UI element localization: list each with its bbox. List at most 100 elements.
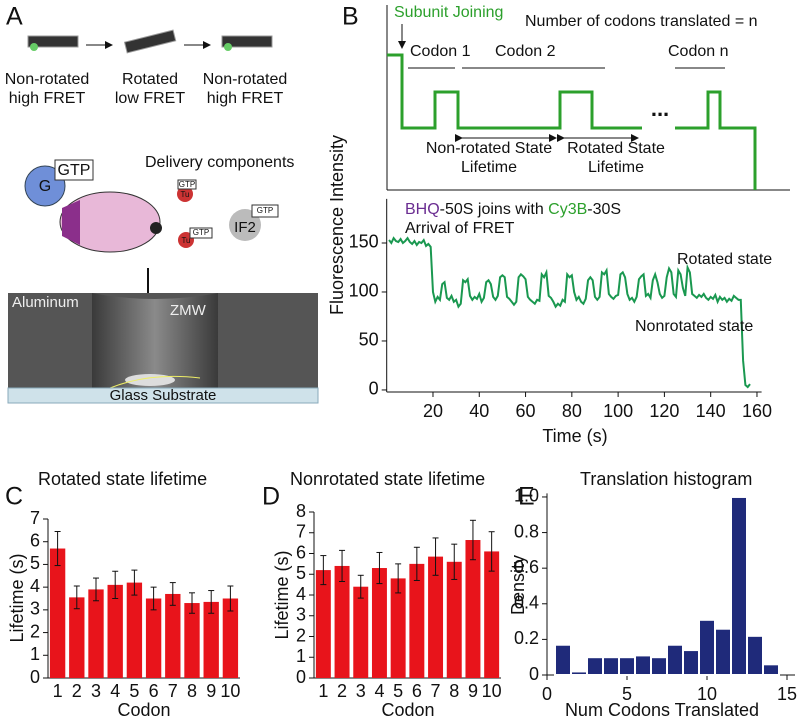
bar <box>315 570 331 678</box>
codon-label: Codon 1 <box>410 43 471 60</box>
panel-a: A Non-rotated high FRET Rotated low FRET… <box>5 3 319 404</box>
bar <box>107 584 123 678</box>
bar <box>334 565 350 678</box>
fret-dot <box>30 43 38 51</box>
glass-label: Glass Substrate <box>110 387 217 404</box>
bar <box>484 551 500 678</box>
gtp-label: GTP <box>58 162 91 179</box>
bar <box>371 568 387 678</box>
histogram-bar <box>634 654 652 677</box>
y-tick-label: 0 <box>369 379 379 399</box>
gtp-box <box>251 204 279 218</box>
bar <box>353 586 369 678</box>
annotation-part: BHQ <box>405 201 440 218</box>
y-tick-label: 1.0 <box>514 486 539 506</box>
x-tick-label: 1 <box>318 681 328 701</box>
chart-title: Nonrotated state lifetime <box>290 469 485 489</box>
lifetime-label: Rotated State <box>567 140 665 157</box>
x-tick-label: 15 <box>777 684 797 704</box>
state-label: Non-rotated <box>5 71 90 88</box>
x-axis-label: Num Codons Translated <box>565 700 759 720</box>
y-axis-label: Lifetime (s) <box>7 553 27 642</box>
bar <box>126 582 143 678</box>
y-tick-label: 8 <box>296 501 306 521</box>
ribosome-part <box>62 200 80 245</box>
histogram-bar <box>762 663 780 676</box>
histogram-bar <box>602 656 620 677</box>
ribosome-icon <box>123 29 177 54</box>
x-axis-label: Time (s) <box>542 426 607 446</box>
bar <box>88 589 104 678</box>
y-tick-label: 2 <box>30 621 40 641</box>
y-tick-label: 6 <box>296 542 306 562</box>
histogram-bar <box>570 670 588 676</box>
bar <box>184 603 200 678</box>
ribosome <box>59 191 161 253</box>
x-tick-label: 9 <box>206 681 216 701</box>
bar <box>222 598 239 678</box>
histogram-bar <box>554 643 572 677</box>
zmw-well <box>92 293 218 390</box>
x-tick-label: 10 <box>697 684 717 704</box>
if2-label: IF2 <box>234 219 256 236</box>
state-label: Rotated state <box>677 251 772 268</box>
y-tick-label: 5 <box>30 553 40 573</box>
panel-label: B <box>342 3 359 31</box>
x-tick-label: 9 <box>468 681 478 701</box>
bar <box>49 548 66 678</box>
histogram-bar <box>618 656 636 677</box>
gtp-label: GTP <box>257 206 273 215</box>
y-tick-label: 0.8 <box>514 521 539 541</box>
x-axis-label: Codon <box>381 700 434 720</box>
y-tick-label: 7 <box>30 508 40 528</box>
x-tick-label: 7 <box>431 681 441 701</box>
schematic-trace <box>387 53 642 130</box>
x-tick-label: 100 <box>603 401 633 421</box>
tu-label: Tu <box>181 236 190 245</box>
histogram-bar <box>682 649 700 677</box>
mrna <box>109 375 201 389</box>
x-tick-label: 160 <box>742 401 772 421</box>
state-label: high FRET <box>9 90 86 107</box>
y-axis-label: Fluorescence Intensity <box>327 135 347 315</box>
codon-label: Codon 2 <box>495 43 556 60</box>
x-tick-label: 6 <box>412 681 422 701</box>
state-label: Nonrotated state <box>635 318 753 335</box>
y-tick-label: 1 <box>296 646 306 666</box>
gtp-label: GTP <box>193 228 209 237</box>
panel-label: E <box>518 483 535 511</box>
x-tick-label: 8 <box>187 681 197 701</box>
bar <box>69 597 85 678</box>
g-label: G <box>39 178 51 195</box>
x-tick-label: 5 <box>622 684 632 704</box>
annotation-part: Cy3B <box>548 201 587 218</box>
y-axis-label: Lifetime (s) <box>272 550 292 639</box>
y-tick-label: 150 <box>349 232 379 252</box>
x-tick-label: 4 <box>110 681 120 701</box>
gtp-box <box>189 227 213 239</box>
annotation: BHQ-50S joins with Cy3B-30S <box>405 201 621 218</box>
x-tick-label: 60 <box>516 401 536 421</box>
y-tick-label: 5 <box>296 563 306 583</box>
panel-label: A <box>6 3 23 31</box>
x-tick-label: 5 <box>129 681 139 701</box>
state-label: high FRET <box>207 90 284 107</box>
fret-dot <box>224 43 232 51</box>
annotation-part: -50S joins with <box>440 201 549 218</box>
ellipsis: ... <box>651 96 669 121</box>
zmw-label: ZMW <box>170 302 207 319</box>
histogram-bar <box>746 634 764 676</box>
x-tick-label: 1 <box>53 681 63 701</box>
histogram-bar <box>586 656 604 677</box>
y-tick-label: 50 <box>359 330 379 350</box>
annotation-part: -30S <box>587 201 621 218</box>
gtp-label: GTP <box>179 180 195 189</box>
x-tick-label: 20 <box>423 401 443 421</box>
lifetime-label: Lifetime <box>588 159 644 176</box>
y-tick-label: 2 <box>296 625 306 645</box>
x-tick-label: 40 <box>469 401 489 421</box>
histogram-bar <box>650 656 668 677</box>
bar <box>165 593 181 678</box>
x-tick-label: 4 <box>374 681 384 701</box>
